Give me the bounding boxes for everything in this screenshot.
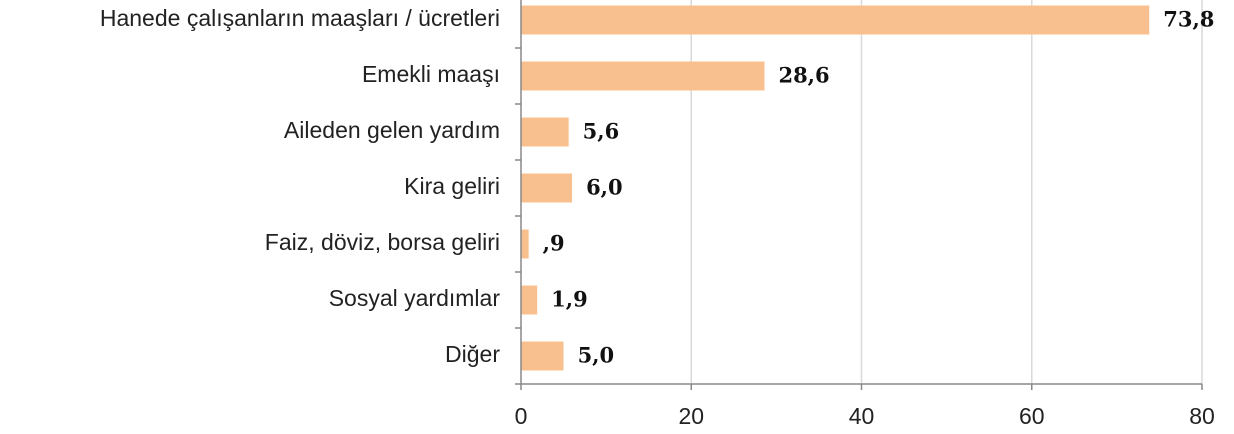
- bar: [521, 285, 538, 315]
- x-tick-label: 60: [1019, 403, 1045, 429]
- category-label: Sosyal yardımlar: [329, 285, 501, 311]
- category-label: Aileden gelen yardım: [284, 117, 500, 143]
- bar: [521, 229, 529, 259]
- value-label: ,9: [543, 231, 565, 256]
- bar: [521, 173, 573, 203]
- value-label: 5,0: [578, 343, 615, 368]
- bar: [521, 117, 569, 147]
- x-tick-label: 80: [1189, 403, 1215, 429]
- category-label: Kira geliri: [404, 173, 500, 199]
- value-label: 5,6: [583, 119, 620, 144]
- category-label: Diğer: [445, 341, 500, 367]
- x-tick-label: 0: [515, 403, 528, 429]
- category-label: Faiz, döviz, borsa geliri: [265, 229, 500, 255]
- value-label: 73,8: [1163, 7, 1214, 32]
- value-label: 6,0: [586, 175, 623, 200]
- bar: [521, 341, 564, 371]
- value-label: 1,9: [551, 287, 588, 312]
- category-label: Emekli maaşı: [362, 61, 500, 87]
- category-label: Hanede çalışanların maaşları / ücretleri: [100, 5, 500, 31]
- x-tick-label: 40: [849, 403, 875, 429]
- bar: [521, 5, 1150, 35]
- bar: [521, 61, 765, 91]
- value-label: 28,6: [778, 63, 829, 88]
- x-tick-label: 20: [678, 403, 704, 429]
